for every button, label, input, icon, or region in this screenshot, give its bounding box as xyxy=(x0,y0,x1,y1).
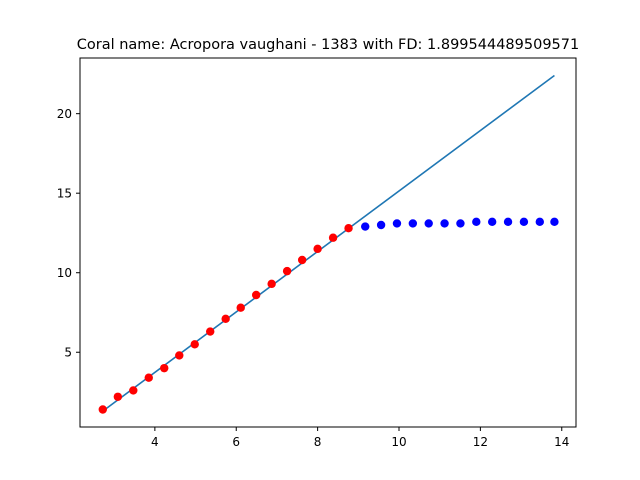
blue-data-point xyxy=(361,222,370,231)
blue-data-point xyxy=(376,220,386,230)
red-data-point xyxy=(297,255,307,265)
blue-data-point xyxy=(487,217,497,227)
x-tick-label: 8 xyxy=(314,435,322,449)
x-tick-label: 12 xyxy=(473,435,488,449)
red-data-point xyxy=(328,233,338,242)
plot-area xyxy=(98,74,559,414)
red-data-point xyxy=(344,223,353,233)
x-tick-label: 4 xyxy=(151,435,159,449)
y-tick-label: 10 xyxy=(57,266,72,280)
red-data-point xyxy=(175,351,184,360)
blue-data-point xyxy=(472,217,481,227)
blue-data-point xyxy=(424,219,433,228)
chart-title: Coral name: Acropora vaughani - 1383 wit… xyxy=(77,37,579,53)
blue-data-point xyxy=(535,217,544,227)
y-tick-label: 5 xyxy=(64,346,72,360)
y-tick-label: 15 xyxy=(57,187,72,201)
red-data-point xyxy=(313,244,322,254)
red-data-point xyxy=(113,392,123,401)
red-data-point xyxy=(160,363,169,373)
red-data-point xyxy=(236,303,245,312)
blue-data-point xyxy=(440,219,449,228)
blue-data-point xyxy=(503,217,513,227)
blue-data-point xyxy=(408,219,418,228)
y-axis: 5 10 15 20 xyxy=(57,107,80,360)
red-data-point xyxy=(251,290,261,300)
red-data-point xyxy=(190,340,199,349)
blue-data-point xyxy=(519,217,529,227)
blue-data-point xyxy=(392,219,402,228)
axes-frame xyxy=(79,57,577,428)
red-data-point xyxy=(144,373,153,382)
x-tick-label: 14 xyxy=(554,435,569,449)
x-axis: 4 6 8 10 12 14 xyxy=(151,427,569,449)
red-data-point xyxy=(267,279,276,289)
red-data-point xyxy=(282,266,292,276)
blue-data-point xyxy=(550,217,559,227)
blue-data-point xyxy=(456,219,465,228)
fit-line xyxy=(102,74,555,412)
red-data-point xyxy=(98,405,107,414)
red-data-point xyxy=(206,327,215,336)
x-tick-label: 6 xyxy=(232,435,240,449)
x-tick-label: 10 xyxy=(391,435,406,449)
y-tick-label: 20 xyxy=(57,107,72,121)
red-data-point xyxy=(221,314,230,324)
red-data-point xyxy=(129,386,138,395)
